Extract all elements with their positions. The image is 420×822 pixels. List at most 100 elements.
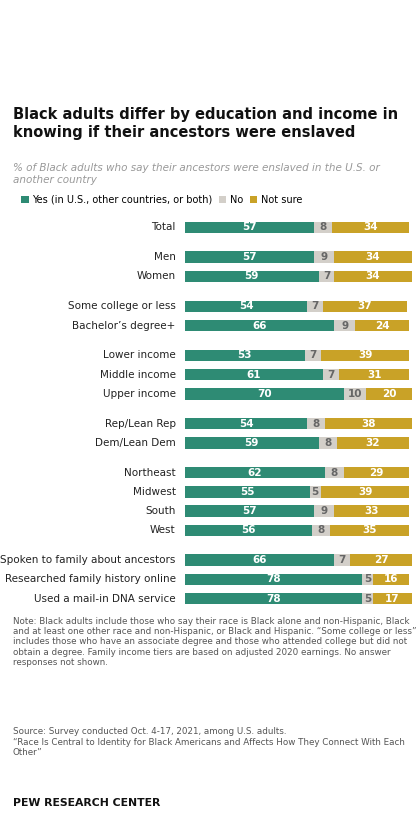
Bar xyxy=(312,524,330,536)
Text: 8: 8 xyxy=(313,418,320,428)
Text: 62: 62 xyxy=(248,468,262,478)
Bar xyxy=(307,418,326,429)
Bar xyxy=(334,554,350,566)
Text: 61: 61 xyxy=(247,370,261,380)
Bar xyxy=(330,524,410,536)
Text: 59: 59 xyxy=(244,271,259,281)
Text: 10: 10 xyxy=(348,389,362,399)
Text: 9: 9 xyxy=(321,252,328,262)
Text: 7: 7 xyxy=(328,370,335,380)
Text: Middle income: Middle income xyxy=(100,370,176,380)
Text: 20: 20 xyxy=(382,389,396,399)
Bar xyxy=(185,467,326,478)
Bar xyxy=(185,369,323,381)
Bar xyxy=(323,301,407,312)
Bar xyxy=(350,554,412,566)
Bar xyxy=(373,593,412,604)
Text: 34: 34 xyxy=(363,223,378,233)
Text: 7: 7 xyxy=(312,302,319,312)
Bar xyxy=(321,486,410,497)
Bar xyxy=(185,524,312,536)
Bar xyxy=(185,418,307,429)
Text: South: South xyxy=(145,506,176,516)
Bar xyxy=(362,574,373,585)
Bar xyxy=(185,320,334,331)
Text: 38: 38 xyxy=(361,418,376,428)
Text: 8: 8 xyxy=(331,468,338,478)
Text: 27: 27 xyxy=(374,555,388,566)
Bar xyxy=(185,574,362,585)
Bar xyxy=(305,349,321,361)
Text: Some college or less: Some college or less xyxy=(68,302,176,312)
Text: 17: 17 xyxy=(385,593,400,603)
Bar xyxy=(355,320,410,331)
Text: 55: 55 xyxy=(240,487,255,497)
Text: 39: 39 xyxy=(358,487,372,497)
Bar xyxy=(310,486,321,497)
Text: 66: 66 xyxy=(252,321,267,330)
Text: Source: Survey conducted Oct. 4-17, 2021, among U.S. adults.
“Race Is Central to: Source: Survey conducted Oct. 4-17, 2021… xyxy=(13,727,404,757)
Text: 37: 37 xyxy=(358,302,373,312)
Text: 24: 24 xyxy=(375,321,389,330)
Text: Northeast: Northeast xyxy=(124,468,176,478)
Text: 54: 54 xyxy=(239,302,253,312)
Text: Researched family history online: Researched family history online xyxy=(5,575,176,584)
Bar xyxy=(339,369,410,381)
Bar xyxy=(344,388,366,399)
Bar xyxy=(185,554,334,566)
Text: Spoken to family about ancestors: Spoken to family about ancestors xyxy=(0,555,176,566)
Legend: Yes (in U.S., other countries, or both), No, Not sure: Yes (in U.S., other countries, or both),… xyxy=(18,191,306,209)
Text: Women: Women xyxy=(136,271,176,281)
Text: Note: Black adults include those who say their race is Black alone and non-Hispa: Note: Black adults include those who say… xyxy=(13,616,416,667)
Bar xyxy=(319,270,334,282)
Text: 29: 29 xyxy=(369,468,383,478)
Text: 57: 57 xyxy=(242,223,257,233)
Text: 57: 57 xyxy=(242,506,257,516)
Bar xyxy=(185,486,310,497)
Text: 34: 34 xyxy=(366,252,381,262)
Text: 7: 7 xyxy=(339,555,346,566)
Text: 32: 32 xyxy=(366,438,380,448)
Text: 53: 53 xyxy=(238,350,252,360)
Bar xyxy=(323,369,339,381)
Text: Black adults differ by education and income in
knowing if their ancestors were e: Black adults differ by education and inc… xyxy=(13,108,398,140)
Bar xyxy=(185,222,314,233)
Bar xyxy=(185,349,305,361)
Text: Men: Men xyxy=(154,252,176,262)
Text: 7: 7 xyxy=(323,271,330,281)
Bar xyxy=(307,301,323,312)
Bar xyxy=(366,388,412,399)
Text: 35: 35 xyxy=(362,525,377,535)
Text: Upper income: Upper income xyxy=(102,389,176,399)
Bar xyxy=(185,301,307,312)
Bar xyxy=(185,252,314,263)
Text: 78: 78 xyxy=(266,575,281,584)
Text: 34: 34 xyxy=(366,271,381,281)
Text: Used a mail-in DNA service: Used a mail-in DNA service xyxy=(34,593,176,603)
Text: 16: 16 xyxy=(384,575,399,584)
Text: Midwest: Midwest xyxy=(133,487,176,497)
Bar xyxy=(334,252,412,263)
Bar xyxy=(326,467,344,478)
Text: 59: 59 xyxy=(244,438,259,448)
Text: 54: 54 xyxy=(239,418,253,428)
Bar xyxy=(185,388,344,399)
Bar xyxy=(373,574,409,585)
Bar xyxy=(319,437,337,449)
Bar xyxy=(314,222,332,233)
Bar xyxy=(334,320,355,331)
Text: 8: 8 xyxy=(320,223,327,233)
Bar xyxy=(185,506,314,517)
Text: 5: 5 xyxy=(364,593,371,603)
Bar xyxy=(314,506,334,517)
Text: Dem/Lean Dem: Dem/Lean Dem xyxy=(95,438,176,448)
Bar xyxy=(332,222,410,233)
Text: Rep/Lean Rep: Rep/Lean Rep xyxy=(105,418,176,428)
Bar xyxy=(185,270,319,282)
Text: % of Black adults who say their ancestors were enslaved in the U.S. or
another c: % of Black adults who say their ancestor… xyxy=(13,164,379,185)
Text: West: West xyxy=(150,525,176,535)
Text: 66: 66 xyxy=(252,555,267,566)
Bar xyxy=(362,593,373,604)
Bar xyxy=(185,593,362,604)
Text: 57: 57 xyxy=(242,252,257,262)
